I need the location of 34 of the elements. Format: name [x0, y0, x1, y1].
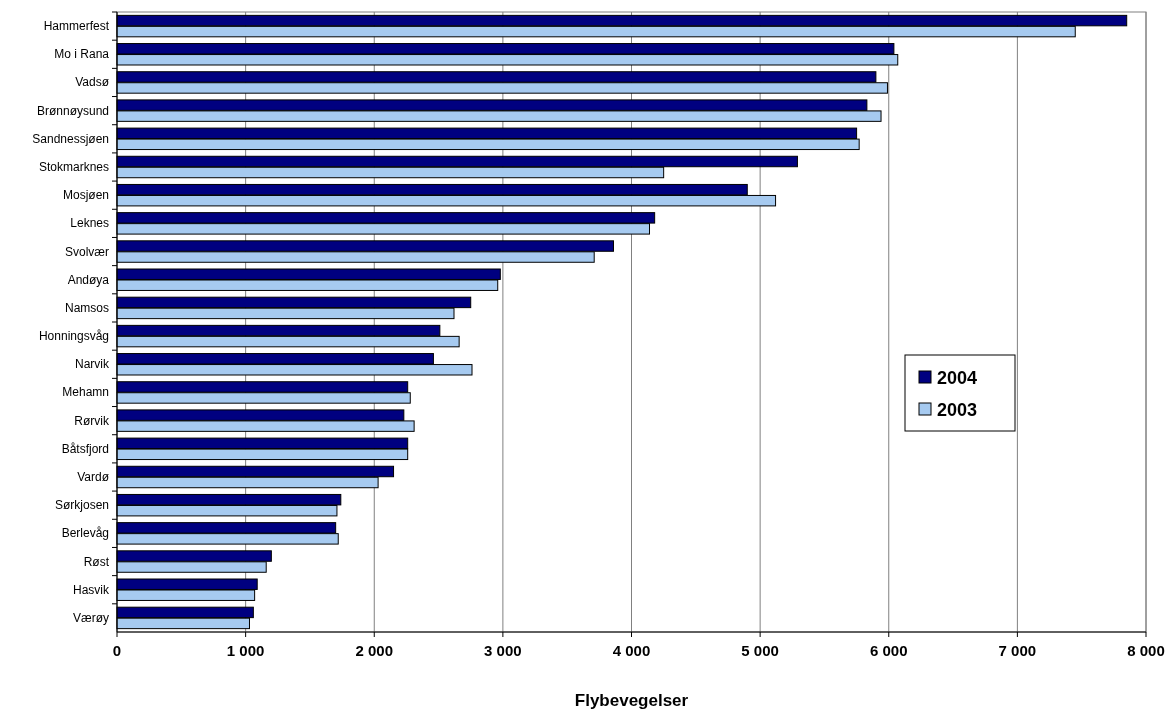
y-tick-label: Narvik — [74, 357, 110, 372]
y-tick-label: Sørkjosen — [54, 498, 109, 513]
legend-label: 2003 — [937, 400, 978, 420]
y-tick-label: Sandnessjøen — [32, 131, 109, 146]
y-tick-label: Vardø — [77, 470, 110, 484]
y-tick-label: Andøya — [67, 272, 110, 287]
y-tick-label: Hasvik — [72, 582, 110, 597]
y-tick-label: Svolvær — [64, 244, 109, 259]
y-tick-label: Mo i Rana — [54, 47, 110, 62]
y-tick-label: Vadsø — [75, 75, 110, 90]
y-tick-label: Mosjøen — [62, 188, 109, 203]
y-tick-label: Røst — [83, 554, 110, 569]
x-tick-label: 5 000 — [741, 642, 779, 659]
y-tick-label: Værøy — [73, 610, 109, 625]
x-axis-title: Flybevegelser — [574, 691, 689, 710]
y-tick-label: Berlevåg — [61, 526, 109, 541]
x-tick-label: 4 000 — [612, 642, 651, 659]
x-tick-label: 8 000 — [1127, 642, 1165, 659]
y-tick-label: Leknes — [70, 216, 109, 231]
legend-label: 2004 — [937, 368, 978, 388]
x-tick-label: 0 — [112, 642, 122, 659]
y-tick-label: Honningsvåg — [38, 329, 109, 344]
y-tick-label: Brønnøysund — [36, 103, 109, 118]
x-tick-label: 1 000 — [226, 642, 265, 659]
x-tick-label: 6 000 — [869, 642, 908, 659]
y-tick-label: Stokmarknes — [38, 160, 109, 174]
x-tick-label: 7 000 — [998, 642, 1037, 659]
x-tick-label: 3 000 — [484, 642, 522, 659]
x-tick-label: 2 000 — [355, 642, 394, 659]
y-tick-label: Hammerfest — [43, 19, 110, 34]
y-tick-label: Mehamn — [62, 385, 109, 400]
y-tick-label: Rørvik — [74, 413, 110, 428]
y-tick-label: Båtsfjord — [61, 441, 109, 456]
y-tick-label: Namsos — [64, 300, 109, 315]
